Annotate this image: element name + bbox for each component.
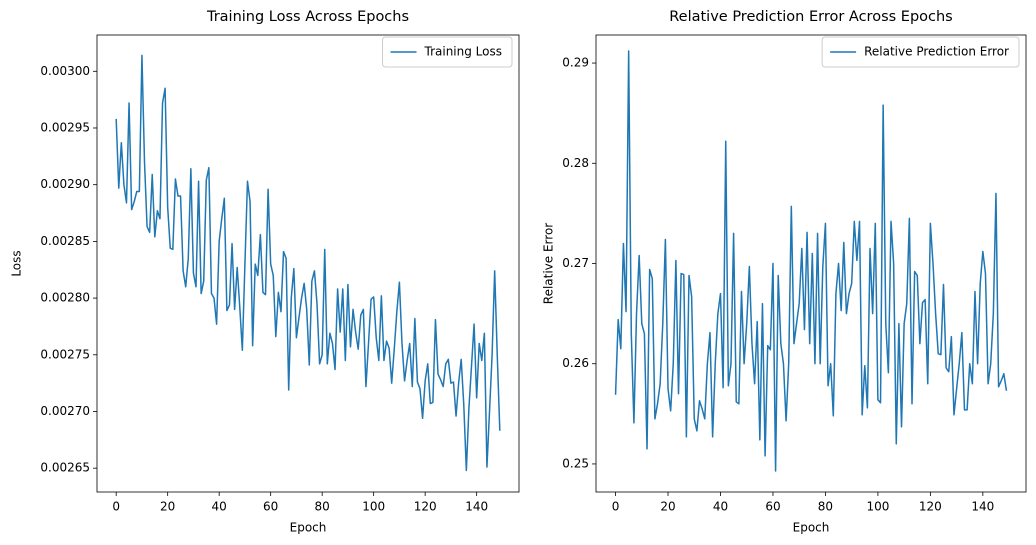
chart-title: Training Loss Across Epochs bbox=[206, 9, 409, 25]
x-tick-label: 0 bbox=[112, 500, 120, 514]
legend-label: Training Loss bbox=[424, 45, 502, 59]
y-tick-label: 0.00300 bbox=[40, 64, 90, 78]
y-axis-label: Relative Error bbox=[542, 223, 556, 305]
x-tick-label: 100 bbox=[362, 500, 385, 514]
y-tick-label: 0.27 bbox=[562, 256, 589, 270]
chart-title: Relative Prediction Error Across Epochs bbox=[669, 9, 953, 25]
x-tick-label: 80 bbox=[818, 500, 833, 514]
x-tick-label: 100 bbox=[866, 500, 889, 514]
y-tick-label: 0.29 bbox=[562, 56, 589, 70]
line-series bbox=[115, 54, 501, 472]
legend-frame bbox=[821, 36, 1020, 68]
y-tick-label: 0.00285 bbox=[40, 234, 90, 248]
y-tick-label: 0.00290 bbox=[40, 177, 90, 191]
legend: Training Loss bbox=[382, 36, 513, 68]
x-tick-label: 60 bbox=[263, 500, 278, 514]
axes-frame bbox=[96, 34, 520, 493]
y-tick-label: 0.26 bbox=[562, 356, 589, 370]
y-tick-label: 0.00270 bbox=[40, 404, 90, 418]
legend-frame bbox=[382, 36, 513, 68]
x-tick-label: 120 bbox=[919, 500, 942, 514]
x-tick-label: 40 bbox=[713, 500, 728, 514]
x-tick-label: 40 bbox=[212, 500, 227, 514]
y-tick-label: 0.00295 bbox=[40, 120, 90, 134]
x-tick-label: 140 bbox=[971, 500, 994, 514]
y-tick-label: 0.25 bbox=[562, 456, 589, 470]
x-tick-label: 20 bbox=[160, 500, 175, 514]
x-tick-label: 0 bbox=[612, 500, 620, 514]
x-tick-label: 20 bbox=[660, 500, 675, 514]
y-tick-label: 0.00275 bbox=[40, 347, 90, 361]
line-series bbox=[614, 50, 1008, 472]
x-tick-label: 60 bbox=[765, 500, 780, 514]
legend: Relative Prediction Error bbox=[821, 36, 1020, 68]
legend-label: Relative Prediction Error bbox=[864, 45, 1009, 59]
x-axis-label: Epoch bbox=[290, 521, 327, 535]
x-tick-label: 80 bbox=[315, 500, 330, 514]
x-axis-label: Epoch bbox=[793, 521, 830, 535]
y-tick-label: 0.00280 bbox=[40, 291, 90, 305]
axes-frame bbox=[595, 34, 1027, 493]
x-tick-label: 140 bbox=[465, 500, 488, 514]
y-tick-label: 0.28 bbox=[562, 156, 589, 170]
x-tick-label: 120 bbox=[414, 500, 437, 514]
y-axis-label: Loss bbox=[10, 250, 24, 276]
y-tick-label: 0.00265 bbox=[40, 461, 90, 475]
